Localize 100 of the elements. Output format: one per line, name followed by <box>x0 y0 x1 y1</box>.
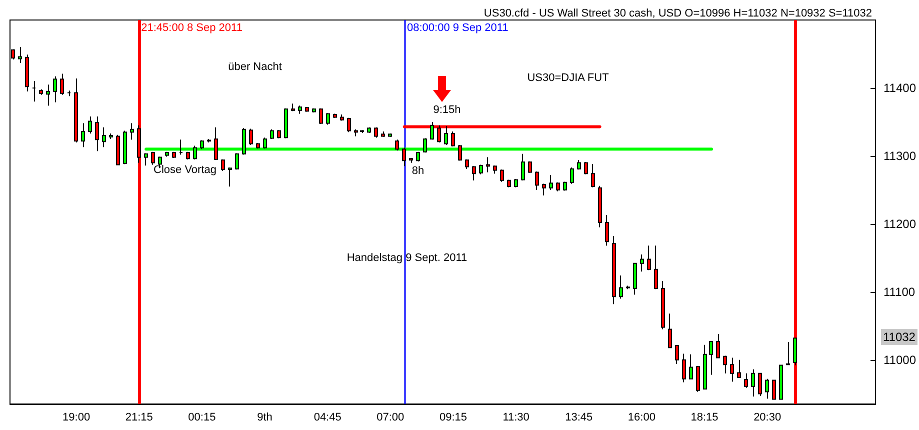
candlestick <box>74 78 78 143</box>
x-tick-label: 13:45 <box>565 412 593 424</box>
candlestick <box>521 153 525 181</box>
candlestick <box>640 254 644 272</box>
candlestick <box>102 126 106 148</box>
x-tick-label: 21:15 <box>125 412 153 424</box>
candlestick <box>151 151 155 166</box>
candlestick <box>535 171 539 190</box>
candlestick <box>703 344 707 390</box>
x-tick-label: 07:00 <box>376 412 404 424</box>
candlestick <box>60 73 64 96</box>
y-tick-label: 11200 <box>884 216 916 231</box>
candlestick <box>354 128 358 137</box>
candlestick <box>619 275 623 300</box>
candlestick <box>549 174 553 190</box>
candlestick <box>765 378 769 400</box>
candlestick <box>682 353 686 383</box>
candlestick <box>716 333 720 358</box>
candlestick <box>465 158 469 170</box>
candlestick <box>214 126 218 161</box>
candlestick <box>570 166 574 184</box>
x-tick-label: 00:15 <box>188 412 216 424</box>
candlestick <box>67 90 71 97</box>
candlestick <box>270 128 274 140</box>
candlestick <box>319 108 323 124</box>
y-tick-label: 11000 <box>884 352 916 367</box>
candlestick <box>305 106 309 112</box>
candlestick <box>374 126 378 138</box>
chart-title: US30.cfd - US Wall Street 30 cash, USD O=10996 H=11032 N=10932 S=11032 <box>484 8 872 20</box>
candlestick <box>723 355 727 374</box>
candlestick <box>668 313 672 348</box>
candlestick <box>591 164 595 188</box>
candlestick <box>786 342 790 366</box>
candlestick <box>458 144 462 162</box>
x-tick-label: 9th <box>257 412 272 424</box>
candlestick <box>39 88 43 96</box>
candlestick <box>493 164 497 174</box>
candlestick <box>451 130 455 147</box>
candlestick <box>409 157 413 164</box>
x-tick-label: 09:15 <box>439 412 467 424</box>
x-tick-label: 04:45 <box>314 412 342 424</box>
candlestick <box>479 164 483 175</box>
candlestick <box>758 372 762 396</box>
candlestick <box>661 280 665 330</box>
candlestick <box>53 76 57 103</box>
candlestick <box>381 130 385 138</box>
candlestick <box>32 80 36 102</box>
annotation: 08:00:00 9 Sep 2011 <box>407 22 508 34</box>
candlestick <box>514 178 518 188</box>
text: 11032 <box>883 330 916 344</box>
annotation: Close Vortag <box>154 164 216 176</box>
annotation: US30=DJIA FUT <box>527 72 610 84</box>
annotation: 9:15h <box>433 104 461 116</box>
candlestick <box>605 214 609 246</box>
candlestick <box>347 117 351 133</box>
candlestick <box>109 133 113 140</box>
candlestick <box>744 372 748 388</box>
candlestick <box>18 46 22 64</box>
candlestick <box>284 108 288 139</box>
candlestick <box>598 185 602 228</box>
candlestick <box>612 236 616 305</box>
annotation: 8h <box>412 165 424 177</box>
y-tick-label: 11400 <box>884 80 916 95</box>
x-tick-label: 11:30 <box>502 412 530 424</box>
candlestick <box>144 152 148 166</box>
x-tick-label: 16:00 <box>628 412 656 424</box>
x-tick-label: 19:00 <box>62 412 90 424</box>
candlestick <box>123 130 127 165</box>
candlestick <box>563 181 567 192</box>
candlestick <box>779 364 783 400</box>
candlestick <box>326 112 330 126</box>
candlestick <box>486 156 490 173</box>
candlestick <box>430 121 434 140</box>
candlestick <box>689 354 693 380</box>
candlestick <box>340 114 344 122</box>
candlestick <box>444 126 448 146</box>
candlestick <box>647 245 651 271</box>
candlestick <box>367 126 371 134</box>
candlestick <box>46 84 50 106</box>
candlestick <box>696 365 700 392</box>
candlestick <box>730 357 734 382</box>
x-tick-label: 18:15 <box>690 412 718 424</box>
y-tick-label: 11300 <box>884 148 916 163</box>
candlestick <box>249 128 253 146</box>
candlestick <box>633 262 637 296</box>
candlestick <box>95 116 99 152</box>
candlestick <box>116 134 120 166</box>
candlestick <box>528 160 532 174</box>
candlestick <box>709 340 713 376</box>
candlestick <box>500 169 504 182</box>
candlestick <box>472 166 476 181</box>
candlestick <box>256 142 260 149</box>
y-tick-label: 11100 <box>884 284 916 299</box>
candlestick <box>654 245 658 290</box>
candlestick <box>402 147 406 167</box>
candlestick <box>395 139 399 151</box>
candlestick <box>186 151 190 160</box>
candlestick <box>737 359 741 378</box>
candlestick <box>221 158 225 172</box>
candlestick <box>291 103 295 112</box>
